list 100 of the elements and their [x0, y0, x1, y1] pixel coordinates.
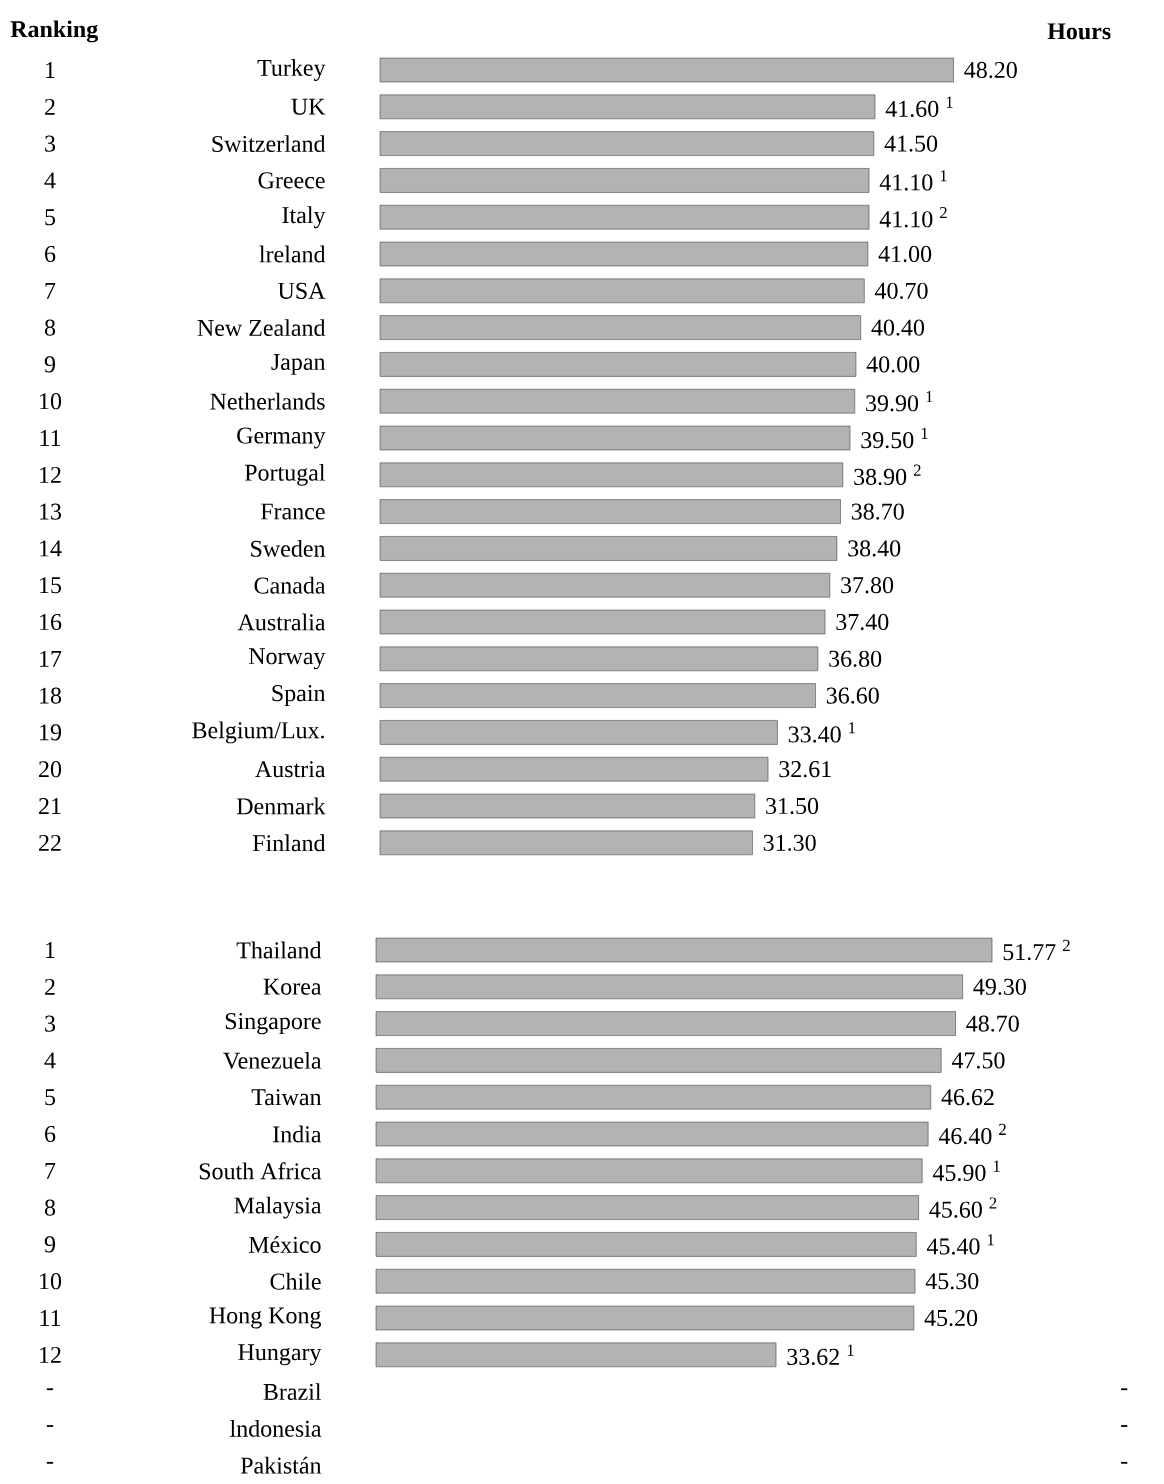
y-axis-title: Ranking: [10, 20, 98, 43]
y-tick-label: Canada: [254, 576, 326, 594]
data-label: 39.50 $^{1}$: [861, 427, 928, 449]
data-label: 41.10 $^{2}$: [879, 206, 947, 228]
data-label: 38.70: [851, 503, 904, 520]
data-label: 46.62: [941, 1089, 994, 1106]
bar: [375, 1085, 931, 1110]
data-label: 40.70: [874, 282, 928, 299]
bar: [379, 499, 841, 524]
text: 5: [45, 1089, 56, 1106]
data-label: 49.30: [973, 978, 1026, 995]
text: 22: [39, 834, 61, 851]
text: -: [46, 1461, 54, 1464]
text: -: [46, 1388, 54, 1391]
data-label: 45.40 $^{1}$: [926, 1234, 994, 1255]
bar: [379, 573, 831, 598]
text: 12: [40, 1346, 61, 1363]
bar: [379, 646, 819, 672]
bar: [379, 205, 870, 230]
y-tick-label: Thailand: [236, 941, 322, 959]
y-tick-label: México: [248, 1235, 321, 1253]
data-label: 33.62 $^{1}$: [787, 1344, 854, 1366]
bar: [379, 830, 753, 856]
bar: [379, 94, 876, 120]
text: 9: [44, 356, 55, 373]
text: -: [46, 1425, 54, 1427]
y-tick-label: Chile: [270, 1272, 321, 1290]
y-tick-label: Norway: [248, 648, 326, 670]
bar: [375, 1269, 916, 1294]
bar: [379, 241, 869, 267]
data-label: 31.50: [766, 797, 819, 815]
bar: [379, 57, 954, 83]
text: 10: [40, 393, 62, 410]
bar: [375, 1195, 919, 1220]
y-tick-label: Korea: [263, 978, 322, 995]
bar: [375, 937, 993, 963]
text: -: [1121, 1425, 1128, 1427]
y-tick-label: USA: [278, 282, 326, 299]
y-tick-label: Switzerland: [212, 135, 326, 153]
text: 5: [45, 209, 56, 226]
text: 3: [45, 135, 56, 152]
bar: [379, 168, 870, 193]
bar: [379, 536, 838, 561]
data-label: 45.60 $^{2}$: [929, 1197, 997, 1218]
text: 6: [45, 245, 56, 263]
text: 7: [45, 1162, 56, 1179]
text: 3: [45, 1015, 56, 1032]
data-label: 47.50: [951, 1052, 1005, 1069]
y-tick-label: South Africa: [199, 1162, 322, 1180]
text: 10: [40, 1273, 62, 1290]
bar: [379, 683, 816, 708]
text: 6: [45, 1125, 56, 1143]
y-tick-label: Sweden: [251, 539, 326, 557]
y-tick-label: Japan: [271, 354, 326, 375]
y-tick-label: Singapore: [225, 1013, 321, 1035]
data-label: 48.70: [966, 1015, 1019, 1032]
text: 2: [45, 978, 55, 995]
text: 11: [40, 430, 61, 446]
y-tick-label: Australia: [237, 613, 326, 631]
y-tick-label: Pakistán: [240, 1456, 322, 1474]
text: 20: [39, 761, 62, 778]
bar: [375, 1121, 929, 1147]
y-tick-label: lndonesia: [230, 1419, 322, 1437]
data-label: 36.80: [829, 650, 882, 667]
data-label: 41.60 $^{1}$: [885, 96, 953, 118]
data-label: 48.20: [964, 61, 1017, 79]
data-label: 33.40 $^{1}$: [788, 722, 856, 743]
text: 14: [40, 540, 62, 557]
text: 16: [40, 613, 62, 631]
y-tick-label: lreland: [259, 245, 326, 263]
x-axis-title: Hours: [1047, 23, 1111, 40]
text: 1: [46, 942, 55, 958]
y-tick-label: Greece: [258, 172, 325, 189]
data-label: 32.61: [779, 761, 831, 778]
data-label: 41.00: [878, 245, 932, 263]
data-label: 40.40: [871, 319, 925, 336]
bar: [379, 278, 865, 304]
text: 7: [45, 282, 56, 299]
text: -: [1121, 1388, 1128, 1391]
y-tick-label: Netherlands: [210, 392, 325, 410]
text: 9: [44, 1236, 55, 1253]
text: 4: [44, 1052, 56, 1069]
y-tick-label: Malaysia: [234, 1196, 322, 1219]
text: 12: [40, 466, 61, 483]
y-tick-label: Denmark: [236, 797, 326, 815]
y-tick-label: India: [273, 1125, 322, 1143]
data-label: 40.00: [866, 356, 920, 373]
y-tick-label: Belgium/Lux.: [192, 721, 324, 744]
y-tick-label: Venezuela: [223, 1051, 322, 1069]
y-tick-label: Germany: [237, 427, 326, 449]
text: 11: [40, 1310, 61, 1326]
bar: [379, 315, 861, 340]
bar: [375, 1342, 777, 1368]
data-label: 41.10 $^{1}$: [879, 170, 947, 191]
data-label: 45.30: [925, 1273, 979, 1290]
bar: [375, 1232, 917, 1257]
bar: [379, 389, 855, 414]
data-label: 39.90 $^{1}$: [866, 390, 933, 412]
data-label: 51.77 $^{2}$: [1003, 939, 1070, 961]
text: 18: [40, 687, 62, 704]
